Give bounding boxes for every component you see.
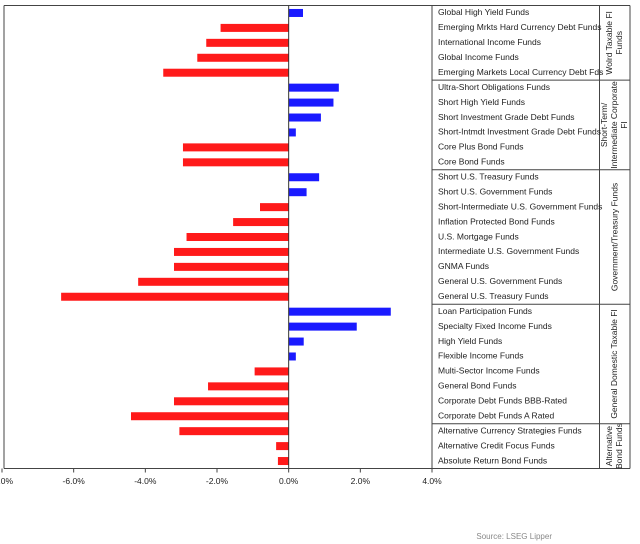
- bar: [220, 23, 289, 32]
- group-label: Intermediate Corporate: [609, 81, 619, 169]
- category-label: Core Bond Funds: [438, 157, 505, 167]
- category-label: Short High Yield Funds: [438, 97, 525, 107]
- category-label: Specialty Fixed Income Funds: [438, 321, 552, 331]
- category-label: Short U.S. Treasury Funds: [438, 172, 539, 182]
- group-label: Alternative: [604, 426, 614, 466]
- x-tick-label: 0.0%: [279, 476, 299, 486]
- category-label: Short-Intmdt Investment Grade Debt Funds: [438, 127, 601, 137]
- category-label: Flexible Income Funds: [438, 351, 524, 361]
- bar: [288, 128, 296, 137]
- bar: [138, 277, 289, 286]
- bar: [179, 427, 289, 436]
- bar: [288, 337, 304, 346]
- bar: [61, 292, 289, 301]
- bar: [288, 173, 320, 182]
- category-label: Ultra-Short Obligations Funds: [438, 82, 550, 92]
- category-label: General U.S. Government Funds: [438, 276, 562, 286]
- x-tick-label: -2.0%: [206, 476, 229, 486]
- group-label: Wolrd Taxable FI: [604, 11, 614, 74]
- x-tick-label: 4.0%: [422, 476, 442, 486]
- bar: [174, 397, 289, 406]
- bar: [288, 188, 307, 197]
- bar: [288, 352, 296, 361]
- category-label: High Yield Funds: [438, 336, 502, 346]
- x-tick-label: -4.0%: [134, 476, 157, 486]
- bar: [288, 322, 357, 331]
- category-label: Global High Yield Funds: [438, 7, 529, 17]
- bar: [260, 203, 289, 212]
- category-label: Core Plus Bond Funds: [438, 142, 524, 152]
- category-label: GNMA Funds: [438, 261, 489, 271]
- bar: [288, 98, 334, 107]
- category-label: U.S. Mortgage Funds: [438, 231, 519, 241]
- bar: [277, 457, 289, 466]
- bar: [288, 113, 321, 122]
- bar: [276, 442, 289, 451]
- group-label: Short-Term/: [599, 102, 609, 147]
- category-label: Loan Participation Funds: [438, 306, 532, 316]
- bar: [233, 218, 289, 227]
- bar: [208, 382, 289, 391]
- category-label: General Bond Funds: [438, 381, 516, 391]
- bar: [182, 158, 289, 167]
- category-label: Inflation Protected Bond Funds: [438, 216, 555, 226]
- category-label: Absolute Return Bond Funds: [438, 455, 547, 465]
- source-note: Source: LSEG Lipper: [476, 532, 552, 541]
- category-label: International Income Funds: [438, 37, 541, 47]
- x-tick-label: 2.0%: [351, 476, 371, 486]
- category-label: Short Investment Grade Debt Funds: [438, 112, 575, 122]
- category-label: Global Income Funds: [438, 52, 519, 62]
- category-label: Intermediate U.S. Government Funds: [438, 246, 579, 256]
- category-label: Short U.S. Government Funds: [438, 186, 552, 196]
- bar: [174, 262, 289, 271]
- bar: [174, 247, 289, 256]
- x-tick-label: -6.0%: [63, 476, 86, 486]
- bar: [182, 143, 289, 152]
- group-label: FI: [619, 121, 629, 129]
- group-label: Funds: [614, 31, 624, 55]
- group-label: General Domestic Taxable FI: [609, 309, 619, 418]
- group-label: Government/Treasury Funds: [609, 183, 619, 291]
- bar: [288, 8, 303, 17]
- category-label: Multi-Sector Income Funds: [438, 366, 540, 376]
- bar: [197, 53, 289, 62]
- category-label: General U.S. Treasury Funds: [438, 291, 549, 301]
- bar: [131, 412, 289, 421]
- x-tick-label: -8.0%: [0, 476, 14, 486]
- category-label: Alternative Credit Focus Funds: [438, 440, 555, 450]
- category-label: Short-Intermediate U.S. Government Funds: [438, 201, 602, 211]
- category-label: Corporate Debt Funds BBB-Rated: [438, 396, 567, 406]
- bar: [163, 68, 289, 77]
- category-label: Alternative Currency Strategies Funds: [438, 425, 582, 435]
- category-label: Emerging Markets Local Currency Debt Fds: [438, 67, 603, 77]
- group-label: Bond Funds: [614, 423, 624, 469]
- bar: [288, 307, 391, 316]
- bar: [186, 233, 289, 241]
- bar: [288, 83, 339, 92]
- bar: [206, 38, 289, 47]
- bar: [254, 367, 289, 376]
- category-label: Emerging Mrkts Hard Currency Debt Funds: [438, 22, 601, 32]
- category-label: Corporate Debt Funds A Rated: [438, 410, 555, 420]
